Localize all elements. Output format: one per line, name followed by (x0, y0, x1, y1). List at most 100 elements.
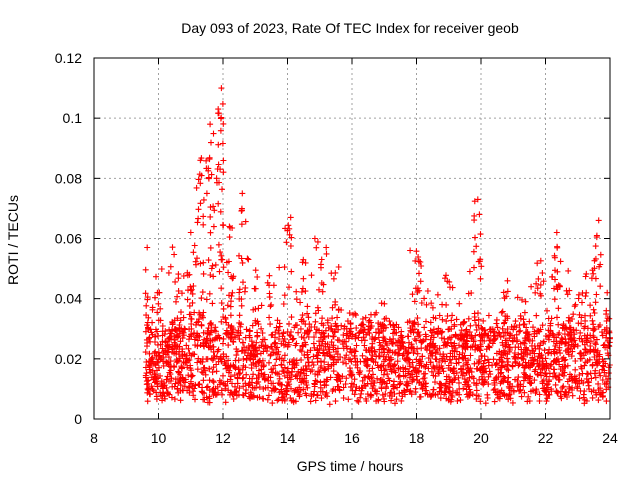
data-point (201, 364, 208, 371)
data-point (414, 329, 421, 336)
data-point (218, 387, 225, 394)
y-tick-label: 0.06 (55, 231, 82, 247)
data-point (276, 320, 283, 327)
data-point (443, 301, 450, 308)
data-point (275, 380, 282, 386)
data-point (249, 322, 256, 329)
data-point (344, 345, 350, 352)
data-point (451, 321, 458, 328)
data-point (200, 196, 207, 203)
data-point (509, 399, 516, 406)
data-point (237, 329, 244, 336)
data-point (465, 369, 472, 376)
data-point (346, 310, 353, 317)
data-point (534, 371, 541, 377)
data-point (404, 333, 411, 340)
data-point (241, 288, 248, 295)
data-point (224, 302, 231, 309)
data-point (177, 371, 184, 378)
data-point (545, 349, 552, 356)
data-point (387, 354, 394, 361)
data-point (445, 373, 452, 380)
data-point (342, 381, 349, 387)
data-point (545, 350, 551, 357)
data-point (234, 348, 241, 355)
data-point (539, 380, 546, 387)
data-point (591, 370, 598, 377)
data-point (188, 352, 195, 359)
data-point (238, 205, 245, 212)
data-point (603, 318, 610, 324)
data-point (167, 358, 174, 365)
data-point (274, 317, 281, 324)
data-point (447, 339, 454, 346)
data-point (364, 391, 371, 398)
data-point (436, 312, 443, 319)
data-point (404, 382, 411, 389)
data-point (557, 258, 564, 265)
data-point (217, 353, 224, 360)
data-point (222, 385, 229, 392)
data-point (464, 332, 471, 339)
data-point (149, 354, 156, 361)
data-point (270, 282, 277, 289)
data-point (215, 141, 222, 148)
data-point (272, 385, 279, 392)
data-point (327, 374, 334, 381)
data-point (477, 398, 484, 405)
data-point (258, 370, 265, 377)
data-point (209, 300, 216, 307)
data-point (557, 350, 564, 357)
data-point (334, 345, 341, 352)
data-point (505, 367, 512, 374)
data-point (194, 366, 201, 373)
data-point (211, 336, 218, 343)
data-point (186, 389, 193, 396)
data-point (144, 398, 151, 405)
data-point (160, 390, 167, 397)
data-point (298, 318, 305, 325)
data-point (335, 264, 342, 270)
data-point (260, 348, 267, 355)
data-point (171, 339, 178, 346)
data-point (411, 319, 418, 326)
data-point (423, 361, 430, 368)
data-point (197, 180, 204, 187)
data-point (347, 321, 354, 327)
data-point (198, 172, 205, 179)
data-point (560, 354, 567, 361)
data-point (304, 310, 311, 317)
data-point (537, 369, 544, 376)
data-point (169, 320, 176, 327)
data-point (503, 293, 510, 300)
data-point (286, 284, 292, 291)
data-point (256, 394, 263, 401)
data-point (179, 290, 185, 297)
data-point (591, 326, 598, 333)
data-point (220, 222, 227, 229)
data-point (208, 321, 215, 328)
data-point (380, 321, 386, 328)
data-point (247, 355, 254, 362)
data-point (599, 332, 606, 339)
data-point (220, 157, 227, 164)
data-point (439, 316, 446, 323)
data-point (246, 381, 253, 387)
data-point (397, 378, 404, 385)
data-point (409, 344, 416, 351)
data-point (252, 306, 259, 312)
data-point (218, 114, 225, 121)
data-point (473, 326, 480, 333)
data-point (456, 385, 463, 392)
data-point (409, 371, 416, 378)
data-point (319, 288, 326, 295)
data-point (456, 379, 462, 386)
data-point (544, 307, 550, 314)
data-point (454, 389, 461, 396)
data-point (462, 378, 469, 385)
data-point (498, 309, 505, 316)
data-point (199, 289, 206, 296)
data-point (202, 367, 209, 374)
data-point (544, 395, 551, 402)
data-point (546, 391, 553, 398)
